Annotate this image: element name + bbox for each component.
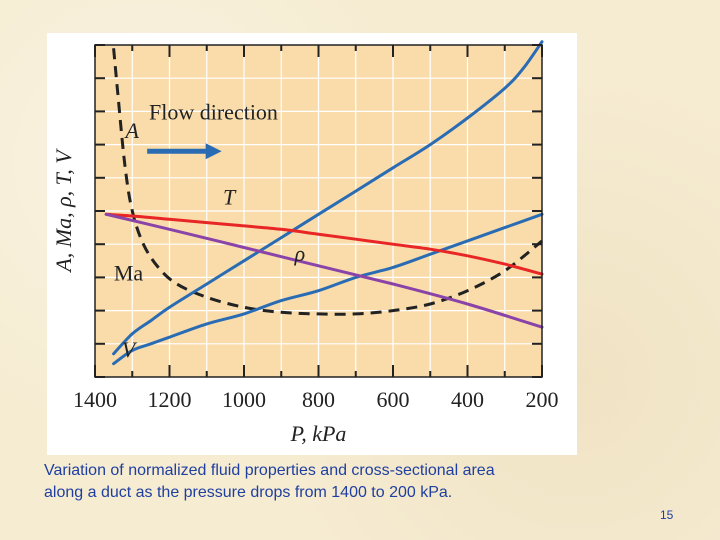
series-line-ρ [112, 212, 544, 366]
grid-lines [95, 45, 542, 377]
x-tick-label: 600 [377, 387, 410, 412]
axes [94, 44, 543, 378]
x-tick-label: 1000 [222, 387, 266, 412]
figure-caption: Variation of normalized fluid properties… [44, 460, 644, 504]
arrow-head [205, 143, 222, 160]
x-tick-label: 800 [302, 387, 335, 412]
flow-direction-label: Flow direction [149, 100, 278, 125]
curves [104, 40, 544, 366]
caption-line-2: along a duct as the pressure drops from … [44, 484, 453, 501]
curve-labels: A Tρ Ma V [114, 118, 305, 362]
y-axis-label: A, Ma, ρ, T, V [51, 148, 76, 274]
x-tick-label: 1200 [148, 387, 192, 412]
series-line-T [112, 40, 544, 356]
flow-direction-arrow [147, 143, 222, 160]
caption-line-1: Variation of normalized fluid properties… [44, 462, 495, 479]
curve-label: A [124, 118, 140, 143]
x-axis-label: P, kPa [290, 421, 347, 446]
x-tick-label: 400 [451, 387, 484, 412]
series-line-V [104, 212, 544, 329]
line-chart: 1400 1200 1000 800 600 400 200 A Tρ Ma V Flow dir… [51, 40, 559, 446]
curve-label: V [122, 337, 138, 362]
x-tick-label: 200 [526, 387, 559, 412]
curve-label: ρ [294, 241, 306, 266]
curve-label: T [223, 184, 237, 209]
x-tick-label: 1400 [73, 387, 117, 412]
series-line-Ma [104, 212, 544, 276]
curve-label: Ma [114, 261, 144, 286]
page-number: 15 [660, 508, 674, 522]
series-line-A [112, 48, 543, 316]
x-tick-labels: 1400 1200 1000 800 600 400 200 [73, 387, 559, 412]
